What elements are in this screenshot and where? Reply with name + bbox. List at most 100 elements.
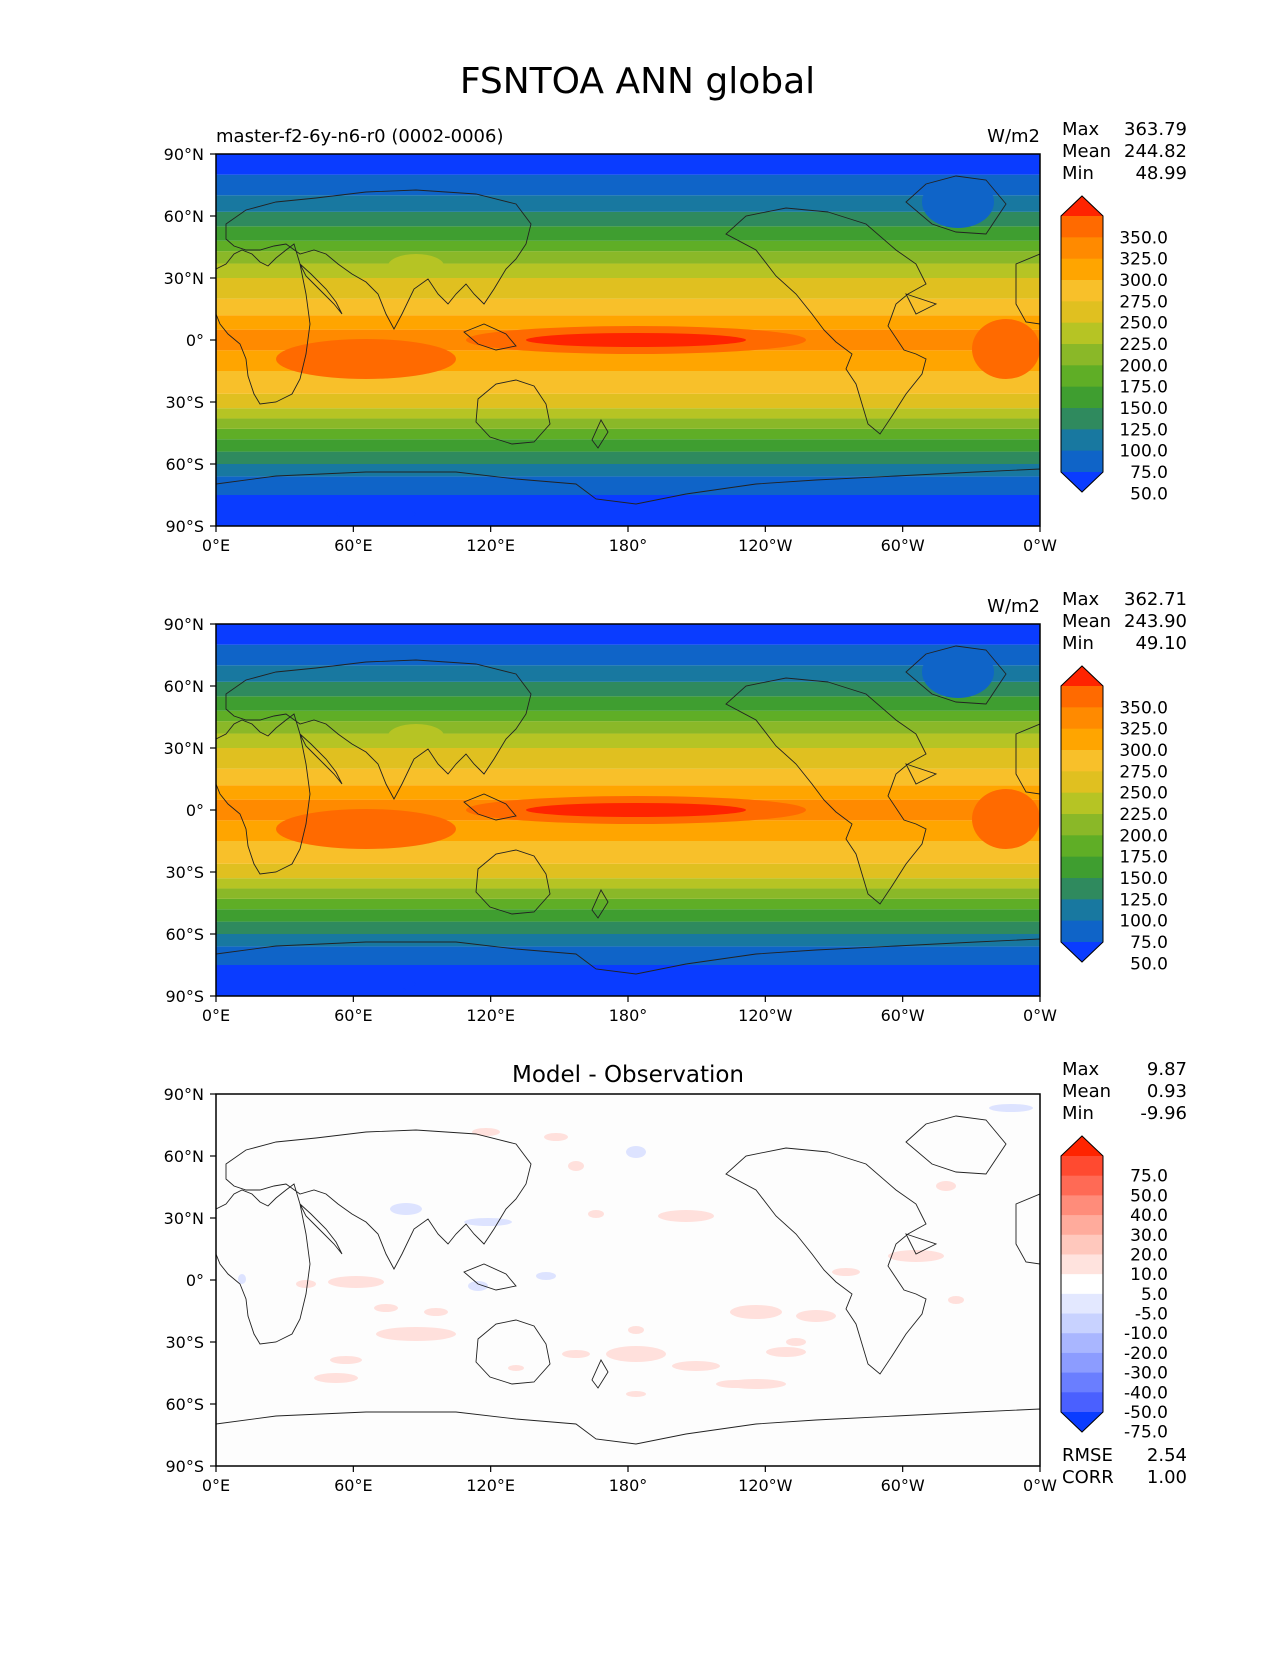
- stat-value-max: 363.79: [1124, 119, 1187, 140]
- stat-label-rmse: RMSE: [1062, 1445, 1113, 1466]
- stat-label-max: Max: [1062, 589, 1100, 610]
- lon-tick-label: 0°W: [1023, 536, 1057, 555]
- colorbar-extend-max: [1061, 666, 1103, 686]
- lat-tick-label: 90°S: [165, 517, 204, 536]
- colorbar-label: 75.0: [1130, 463, 1168, 483]
- contour-band: [216, 909, 1040, 922]
- lon-tick-label: 0°W: [1023, 1476, 1057, 1495]
- colorbar-label: 225.0: [1119, 805, 1168, 825]
- contour-band: [216, 393, 1040, 409]
- colorbar-cell: [1061, 1156, 1103, 1177]
- colorbar-label: 100.0: [1119, 912, 1168, 932]
- colorbar-cell: [1061, 728, 1103, 751]
- figure-title: FSNTOA ANN global: [460, 61, 815, 102]
- contour-band: [216, 240, 1040, 252]
- contour-band: [626, 1391, 646, 1397]
- colorbar-label: 325.0: [1119, 250, 1168, 270]
- colorbar-label: 125.0: [1119, 420, 1168, 440]
- colorbar-label: 175.0: [1119, 378, 1168, 398]
- colorbar-cell: [1061, 1392, 1103, 1413]
- contour-band: [922, 646, 994, 698]
- stat-label-mean: Mean: [1062, 611, 1111, 632]
- colorbar: 350.0325.0300.0275.0250.0225.0200.0175.0…: [1060, 665, 1168, 974]
- contour-band: [216, 785, 1040, 800]
- colorbar-cell: [1061, 1195, 1103, 1216]
- colorbar-extend-min: [1061, 942, 1103, 962]
- contour-band: [216, 408, 1040, 419]
- contour-band: [216, 428, 1040, 440]
- colorbar-extend-min: [1061, 1412, 1103, 1432]
- colorbar-label: 275.0: [1119, 762, 1168, 782]
- colorbar-label: 200.0: [1119, 356, 1168, 376]
- colorbar-cell: [1061, 429, 1103, 452]
- colorbar-label: 150.0: [1119, 399, 1168, 419]
- colorbar-cell: [1061, 1215, 1103, 1236]
- contour-band: [276, 809, 456, 849]
- stat-label-min: Min: [1062, 1103, 1094, 1124]
- colorbar-cell: [1061, 835, 1103, 858]
- map-reference: [216, 624, 1040, 996]
- contour-band: [936, 1181, 956, 1191]
- colorbar-label: 5.0: [1141, 1285, 1168, 1305]
- colorbar-cell: [1061, 899, 1103, 922]
- contour-band: [562, 1350, 590, 1358]
- colorbar-cell: [1061, 408, 1103, 430]
- lon-tick-label: 180°: [609, 1476, 648, 1495]
- lon-tick-label: 120°E: [466, 536, 515, 555]
- colorbar-label: 225.0: [1119, 335, 1168, 355]
- contour-band: [216, 226, 1040, 241]
- colorbar-cell: [1061, 258, 1103, 281]
- colorbar-label: 200.0: [1119, 826, 1168, 846]
- contour-band: [888, 1250, 944, 1262]
- contour-band: [628, 1326, 644, 1334]
- colorbar-label: 20.0: [1130, 1245, 1168, 1265]
- colorbar-cell: [1061, 878, 1103, 900]
- contour-band: [328, 1276, 384, 1288]
- colorbar-label: 50.0: [1130, 1186, 1168, 1206]
- colorbar-label: 50.0: [1130, 954, 1168, 974]
- contour-band: [216, 946, 1040, 965]
- stat-label-mean: Mean: [1062, 1081, 1111, 1102]
- colorbar-cell: [1061, 1175, 1103, 1196]
- colorbar-cell: [1061, 301, 1103, 324]
- lon-tick-label: 60°E: [334, 536, 372, 555]
- colorbar-cell: [1061, 280, 1103, 302]
- contour-band: [216, 251, 1040, 264]
- lon-tick-label: 60°W: [881, 536, 925, 555]
- colorbar-label: -50.0: [1124, 1403, 1168, 1423]
- colorbar-extend-min: [1061, 472, 1103, 492]
- contour-band: [216, 451, 1040, 464]
- panel-units: W/m2: [987, 596, 1040, 617]
- colorbar: 350.0325.0300.0275.0250.0225.0200.0175.0…: [1060, 195, 1168, 504]
- map-test: [216, 154, 1040, 526]
- lon-tick-label: 180°: [609, 1006, 648, 1025]
- contour-band: [388, 254, 444, 278]
- contour-band: [606, 1346, 666, 1362]
- colorbar-cell: [1061, 814, 1103, 836]
- colorbar-label: 300.0: [1119, 271, 1168, 291]
- contour-band: [216, 418, 1040, 429]
- contour-band: [948, 1296, 964, 1304]
- contour-band: [989, 1104, 1033, 1112]
- lat-tick-label: 90°N: [164, 615, 204, 634]
- stat-label-min: Min: [1062, 633, 1094, 654]
- contour-band: [536, 1272, 556, 1280]
- colorbar-cell: [1061, 1234, 1103, 1255]
- contour-band: [216, 888, 1040, 899]
- contour-band: [544, 1133, 568, 1141]
- contour-band: [766, 1347, 806, 1357]
- colorbar-label: 350.0: [1119, 228, 1168, 248]
- colorbar-label: 275.0: [1119, 292, 1168, 312]
- contour-band: [216, 315, 1040, 330]
- colorbar-cell: [1061, 686, 1103, 708]
- lat-tick-label: 60°S: [165, 925, 204, 944]
- contour-band: [424, 1308, 448, 1316]
- colorbar-cell: [1061, 920, 1103, 943]
- colorbar-cell: [1061, 322, 1103, 345]
- lat-tick-label: 30°S: [165, 393, 204, 412]
- colorbar-label: 325.0: [1119, 720, 1168, 740]
- contour-band: [286, 985, 406, 995]
- contour-band: [314, 1373, 358, 1383]
- contour-band: [216, 464, 1040, 477]
- lat-tick-label: 90°S: [165, 987, 204, 1006]
